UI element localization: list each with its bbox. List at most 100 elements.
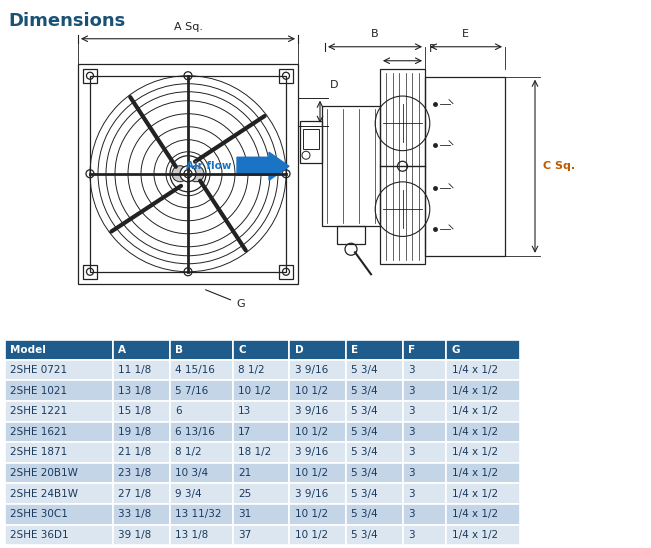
- Text: 3: 3: [408, 468, 415, 478]
- Bar: [447, 442, 519, 463]
- Text: B: B: [175, 345, 183, 355]
- Text: 13 11/32: 13 11/32: [175, 509, 221, 520]
- Bar: [113, 463, 170, 483]
- Text: 10 1/2: 10 1/2: [295, 427, 327, 437]
- Bar: [170, 524, 233, 545]
- Text: 10 1/2: 10 1/2: [295, 386, 327, 396]
- Bar: [447, 463, 519, 483]
- Bar: [403, 524, 447, 545]
- Text: 17: 17: [238, 427, 251, 437]
- Text: C Sq.: C Sq.: [543, 161, 575, 171]
- Text: 2SHE 1871: 2SHE 1871: [10, 448, 68, 458]
- Text: G: G: [206, 290, 245, 309]
- Text: 10 1/2: 10 1/2: [295, 468, 327, 478]
- Text: 3 9/16: 3 9/16: [295, 365, 328, 375]
- Text: 1/4 x 1/2: 1/4 x 1/2: [452, 489, 498, 499]
- Bar: [403, 340, 447, 359]
- Bar: [170, 483, 233, 504]
- Text: 1/4 x 1/2: 1/4 x 1/2: [452, 365, 498, 375]
- Text: 2SHE 0721: 2SHE 0721: [10, 365, 68, 375]
- Text: D: D: [330, 80, 339, 90]
- Text: F: F: [408, 345, 415, 355]
- Text: Model: Model: [10, 345, 46, 355]
- Text: 3 9/16: 3 9/16: [295, 489, 328, 499]
- Bar: [5, 421, 113, 442]
- Text: 5 3/4: 5 3/4: [352, 509, 378, 520]
- Bar: [170, 463, 233, 483]
- Bar: [170, 340, 233, 359]
- Text: 3 9/16: 3 9/16: [295, 406, 328, 416]
- Text: 3: 3: [408, 406, 415, 416]
- Text: 23 1/8: 23 1/8: [118, 468, 152, 478]
- Text: 2SHE 1221: 2SHE 1221: [10, 406, 68, 416]
- Text: 2SHE 36D1: 2SHE 36D1: [10, 530, 69, 540]
- Text: 3 9/16: 3 9/16: [295, 448, 328, 458]
- Text: Dimensions: Dimensions: [8, 12, 126, 30]
- Text: A: A: [118, 345, 126, 355]
- Text: 2SHE 1621: 2SHE 1621: [10, 427, 68, 437]
- Text: 5 3/4: 5 3/4: [352, 427, 378, 437]
- Text: 2SHE 20B1W: 2SHE 20B1W: [10, 468, 78, 478]
- Bar: [90, 76, 286, 272]
- Bar: [233, 421, 290, 442]
- Bar: [233, 524, 290, 545]
- Bar: [279, 265, 293, 279]
- Bar: [346, 463, 403, 483]
- Text: 1/4 x 1/2: 1/4 x 1/2: [452, 509, 498, 520]
- Text: 31: 31: [238, 509, 251, 520]
- Text: 25: 25: [238, 489, 251, 499]
- Text: 3: 3: [408, 386, 415, 396]
- Text: 4 15/16: 4 15/16: [175, 365, 215, 375]
- Bar: [233, 340, 290, 359]
- Bar: [337, 226, 365, 244]
- Text: 3: 3: [408, 530, 415, 540]
- Text: 5 7/16: 5 7/16: [175, 386, 208, 396]
- Bar: [290, 483, 346, 504]
- Text: 13 1/8: 13 1/8: [118, 386, 152, 396]
- Bar: [233, 359, 290, 380]
- Bar: [403, 504, 447, 524]
- Text: 3: 3: [408, 427, 415, 437]
- Circle shape: [180, 165, 196, 182]
- Bar: [5, 340, 113, 359]
- Bar: [170, 401, 233, 421]
- Bar: [380, 68, 425, 264]
- Text: 2SHE 30C1: 2SHE 30C1: [10, 509, 68, 520]
- Bar: [346, 442, 403, 463]
- Bar: [447, 504, 519, 524]
- Bar: [170, 359, 233, 380]
- Text: 39 1/8: 39 1/8: [118, 530, 152, 540]
- Bar: [290, 463, 346, 483]
- Bar: [346, 504, 403, 524]
- Bar: [5, 483, 113, 504]
- Bar: [290, 442, 346, 463]
- Bar: [290, 340, 346, 359]
- Text: 1/4 x 1/2: 1/4 x 1/2: [452, 406, 498, 416]
- Bar: [403, 483, 447, 504]
- Text: 10 1/2: 10 1/2: [295, 530, 327, 540]
- Text: 10 3/4: 10 3/4: [175, 468, 208, 478]
- Bar: [233, 483, 290, 504]
- Bar: [346, 421, 403, 442]
- Bar: [447, 524, 519, 545]
- Text: 1/4 x 1/2: 1/4 x 1/2: [452, 427, 498, 437]
- Text: D: D: [295, 345, 303, 355]
- Text: 3: 3: [408, 489, 415, 499]
- Bar: [233, 463, 290, 483]
- Text: 1/4 x 1/2: 1/4 x 1/2: [452, 386, 498, 396]
- Bar: [5, 359, 113, 380]
- Bar: [5, 504, 113, 524]
- Bar: [233, 504, 290, 524]
- Text: 13: 13: [238, 406, 251, 416]
- Text: 5 3/4: 5 3/4: [352, 406, 378, 416]
- Text: 6: 6: [175, 406, 182, 416]
- Text: 37: 37: [238, 530, 251, 540]
- Bar: [5, 380, 113, 401]
- Text: B: B: [371, 28, 379, 39]
- Text: 8 1/2: 8 1/2: [238, 365, 265, 375]
- Text: Air flow: Air flow: [186, 161, 232, 171]
- Text: 11 1/8: 11 1/8: [118, 365, 152, 375]
- Text: 1/4 x 1/2: 1/4 x 1/2: [452, 448, 498, 458]
- Text: 19 1/8: 19 1/8: [118, 427, 152, 437]
- Bar: [346, 401, 403, 421]
